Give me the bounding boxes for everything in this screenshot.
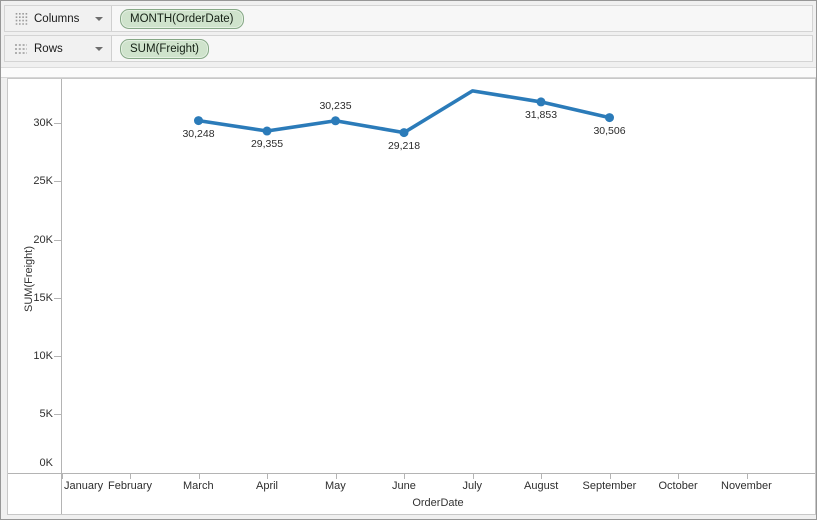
- x-tick: [61, 474, 63, 479]
- data-point-label: 31,853: [524, 108, 558, 121]
- data-point-marker[interactable]: [399, 128, 409, 138]
- x-axis-line: [8, 473, 815, 474]
- y-tick-label: 10K: [33, 350, 53, 362]
- x-tick: [267, 474, 268, 479]
- data-point-label: 30,235: [319, 99, 352, 112]
- chart-panel: SUM(Freight) 0K 5K 10K 15K 20K 25K 30K January…: [7, 78, 816, 515]
- data-point-label: 30,506: [593, 124, 626, 137]
- y-tick: [54, 123, 61, 124]
- rows-shelf-area[interactable]: SUM(Freight): [112, 36, 812, 61]
- columns-shelf[interactable]: Columns MONTH(OrderDate): [4, 5, 813, 32]
- workspace-divider-band: [1, 67, 816, 78]
- rows-icon: [15, 43, 27, 54]
- x-tick-label: November: [721, 480, 772, 492]
- y-tick: [54, 181, 61, 183]
- y-tick: [54, 414, 61, 416]
- y-tick-label: 20K: [33, 233, 53, 246]
- columns-shelf-area[interactable]: MONTH(OrderDate): [112, 6, 812, 31]
- columns-shelf-label: Columns: [34, 12, 80, 25]
- sum-freight-pill[interactable]: SUM(Freight): [120, 38, 210, 59]
- x-tick-label: June: [392, 480, 416, 492]
- line-chart-marks: [194, 89, 614, 138]
- data-point-label: 29,355: [250, 138, 284, 150]
- y-tick: [54, 239, 61, 241]
- x-tick: [335, 474, 337, 479]
- data-point-label: 30,248: [182, 127, 215, 140]
- columns-dropdown-icon[interactable]: [95, 16, 103, 21]
- x-tick-label: September: [582, 480, 637, 492]
- x-tick: [746, 474, 748, 479]
- x-tick: [541, 474, 542, 479]
- x-tick: [198, 474, 200, 479]
- x-tick: [404, 474, 405, 479]
- x-tick-label: October: [658, 480, 698, 492]
- data-point-marker[interactable]: [331, 116, 340, 126]
- x-tick: [472, 474, 474, 479]
- data-point-label: 29,218: [387, 139, 421, 152]
- x-tick-label: May: [325, 480, 346, 492]
- y-tick-label: 25K: [33, 175, 53, 188]
- data-point-marker[interactable]: [262, 126, 272, 136]
- y-tick-label: 5K: [39, 408, 53, 421]
- x-tick-label: August: [524, 480, 559, 492]
- rows-shelf[interactable]: Rows SUM(Freight): [4, 35, 813, 62]
- x-tick: [609, 474, 611, 479]
- x-tick-label: July: [462, 480, 483, 492]
- x-tick-label: February: [108, 480, 153, 492]
- y-tick-label: 30K: [33, 117, 53, 129]
- rows-shelf-label: Rows: [34, 42, 63, 55]
- columns-shelf-label-box[interactable]: Columns: [5, 6, 112, 31]
- data-point-marker[interactable]: [194, 116, 203, 126]
- x-tick-label: April: [256, 480, 279, 492]
- x-axis-title: OrderDate: [412, 497, 464, 509]
- x-tick-label: March: [183, 480, 214, 492]
- rows-shelf-label-box[interactable]: Rows: [5, 36, 112, 61]
- x-tick: [678, 474, 679, 479]
- columns-icon: [15, 12, 28, 25]
- data-point-marker[interactable]: [605, 113, 614, 123]
- rows-dropdown-icon[interactable]: [95, 46, 103, 51]
- y-tick-label: 15K: [33, 291, 53, 304]
- y-tick: [54, 356, 61, 357]
- x-tick: [130, 474, 131, 479]
- y-tick: [54, 297, 61, 299]
- x-tick-label: January: [64, 480, 104, 492]
- plot-area[interactable]: SUM(Freight) 0K 5K 10K 15K 20K 25K 30K January…: [8, 79, 815, 514]
- y-tick-label: 0K: [39, 456, 53, 469]
- y-axis-line: [61, 79, 62, 514]
- data-point-marker[interactable]: [536, 97, 546, 107]
- month-orderdate-pill[interactable]: MONTH(OrderDate): [120, 8, 244, 29]
